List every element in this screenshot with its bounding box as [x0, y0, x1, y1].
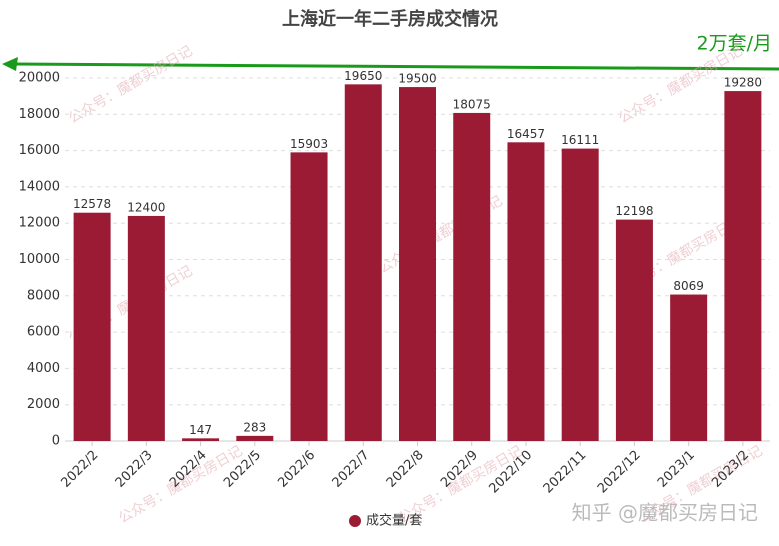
- chart-title: 上海近一年二手房成交情况: [282, 8, 498, 30]
- bar: [561, 148, 599, 442]
- legend-label: 成交量/套: [366, 513, 422, 529]
- bar: [453, 112, 491, 441]
- bar: [127, 215, 165, 441]
- bar: [344, 84, 382, 441]
- annotation: 2万套/月: [697, 33, 773, 55]
- bar: [507, 142, 545, 441]
- bar: [182, 438, 220, 441]
- bar: [236, 435, 274, 441]
- y-tick-label: 16000: [19, 143, 60, 158]
- value-label: 19650: [344, 69, 382, 83]
- y-tick-label: 0: [52, 434, 60, 449]
- x-tick-label: 2022/7: [330, 448, 373, 491]
- arrow-head: [2, 57, 18, 71]
- y-tick-label: 14000: [19, 179, 60, 194]
- y-tick-label: 20000: [19, 71, 60, 86]
- source-watermark: 知乎 @魔都买房日记: [572, 501, 758, 525]
- value-label: 18075: [453, 97, 491, 111]
- y-tick-label: 6000: [27, 325, 60, 340]
- value-label: 12198: [615, 204, 653, 218]
- value-label: 12578: [73, 197, 111, 211]
- value-label: 19280: [724, 76, 762, 90]
- x-tick-label: 2022/6: [275, 448, 318, 491]
- value-label: 16111: [561, 133, 599, 147]
- y-tick-label: 18000: [19, 107, 60, 122]
- y-tick-label: 2000: [27, 397, 60, 412]
- bar: [724, 91, 762, 442]
- y-tick-label: 10000: [19, 252, 60, 267]
- bar: [73, 212, 111, 441]
- reference-arrow: [13, 62, 779, 71]
- value-label: 15903: [290, 137, 328, 151]
- bar: [290, 152, 328, 442]
- y-tick-label: 12000: [19, 216, 60, 231]
- x-tick-label: 2022/12: [595, 448, 644, 497]
- value-label: 19500: [398, 72, 436, 86]
- x-tick-label: 2022/8: [384, 448, 427, 491]
- y-tick-label: 8000: [27, 288, 60, 303]
- value-label: 283: [243, 420, 266, 434]
- x-tick-label: 2022/3: [113, 448, 156, 491]
- x-tick-label: 2022/2: [58, 448, 101, 491]
- x-tick-label: 2022/11: [541, 448, 590, 497]
- value-label: 12400: [127, 200, 165, 214]
- value-label: 147: [189, 423, 212, 437]
- y-tick-label: 4000: [27, 361, 60, 376]
- legend-marker: [349, 515, 361, 527]
- bar: [615, 219, 653, 441]
- bar: [670, 294, 708, 441]
- bar: [399, 87, 436, 441]
- value-label: 8069: [673, 279, 704, 293]
- value-label: 16457: [507, 127, 545, 141]
